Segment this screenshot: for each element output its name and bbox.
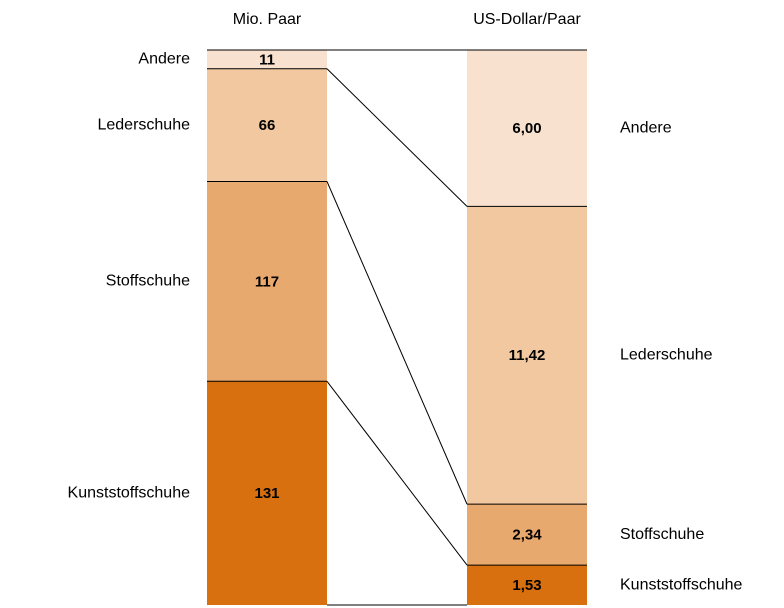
bar-segment: [207, 50, 327, 69]
connector: [326, 380, 468, 566]
category-label: Stoffschuhe: [620, 526, 704, 543]
value-label: 2,34: [512, 527, 542, 544]
category-label: Kunststoffschuhe: [68, 484, 191, 501]
bar-title: US-Dollar/Paar: [473, 11, 581, 28]
bar-segment: [207, 68, 327, 182]
value-label: 6,00: [512, 120, 541, 137]
value-label: 131: [254, 485, 279, 502]
category-label: Kunststoffschuhe: [620, 576, 743, 593]
bar-segment: [467, 504, 587, 566]
value-label: 117: [255, 273, 279, 290]
category-label: Andere: [138, 51, 190, 68]
value-label: 1,53: [512, 577, 541, 594]
category-label: Lederschuhe: [97, 116, 190, 133]
category-label: Lederschuhe: [620, 346, 713, 363]
bar-segment: [207, 181, 327, 382]
value-label: 11: [259, 51, 275, 68]
value-label: 66: [259, 117, 276, 134]
bar-segment: [207, 381, 327, 605]
bar-segment: [467, 565, 587, 605]
bar-segment: [467, 50, 587, 207]
category-label: Andere: [620, 119, 672, 136]
bar-title: Mio. Paar: [233, 11, 302, 28]
connector: [326, 181, 468, 505]
value-label: 11,42: [509, 347, 546, 364]
category-label: Stoffschuhe: [106, 273, 190, 290]
connector: [326, 68, 468, 207]
bar-segment: [467, 206, 587, 505]
